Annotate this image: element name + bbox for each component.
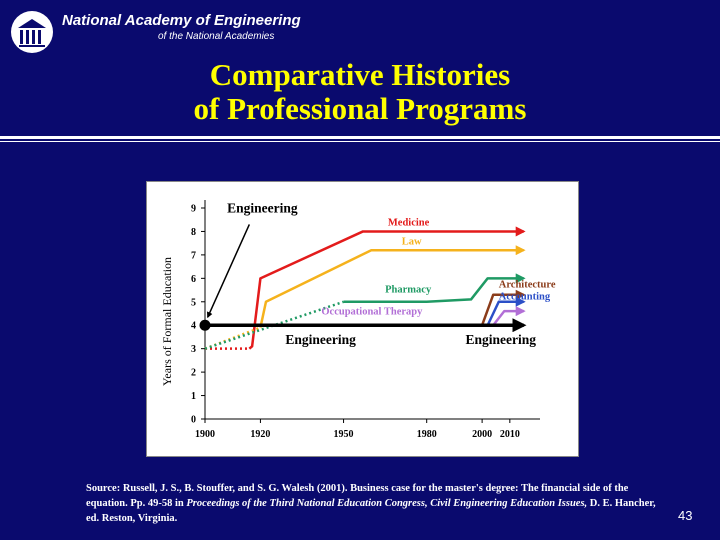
y-tick-label: 1 [191,391,196,402]
annotation-label: Medicine [388,218,430,229]
engineering-pointer-arrow [206,224,251,319]
title-divider [0,136,720,139]
series-line-pharmacy [343,273,526,304]
y-tick-label: 2 [191,368,196,379]
education-history-chart: 0 1 2 3 4 5 6 7 8 9 1900 1920 1950 1980 2000 2010 Years … [146,181,579,457]
y-tick-label: 6 [191,274,196,285]
annotation-label: Engineering [465,332,536,347]
chart-svg: 0 1 2 3 4 5 6 7 8 9 1900 1920 1950 1980 2000 2010 Years … [160,200,556,440]
x-tick-label: 1920 [250,429,270,440]
slide-title-line-1: Comparative Histories [209,57,511,92]
y-tick-label: 4 [191,321,196,332]
source-citation: Source: Russell, J. S., B. Stouffer, and… [86,481,666,526]
y-tick-label: 7 [191,250,196,261]
annotation-label: Architecture [499,280,556,291]
series-line-medicine [248,226,526,350]
y-tick-label: 8 [191,227,196,238]
slide-title-line-2: of Professional Programs [193,91,527,126]
y-tick-label: 3 [191,344,196,355]
annotation-label: Pharmacy [385,284,432,295]
annotation-label: Occupational Therapy [321,307,423,318]
x-tick-label: 2000 [472,429,492,440]
nae-logo [10,10,54,54]
org-subtitle: of the National Academies [158,31,275,42]
y-axis-label: Years of Formal Education [160,257,174,386]
x-tick-label: 1980 [417,429,437,440]
page-number: 43 [678,508,693,523]
y-tick-label: 5 [191,297,196,308]
series-line-dotted-pharmacy [204,300,344,350]
series-line-law [259,245,526,328]
source-italic: Proceedings of the Third National Educat… [186,498,588,509]
y-tick-label: 9 [191,204,196,215]
engineering-start-point [199,319,211,331]
title-divider-thin [0,141,720,142]
x-tick-label: 2010 [500,429,520,440]
annotation-label: Accounting [499,291,551,302]
annotation-label: Law [402,236,422,247]
annotation-label: Engineering [227,201,298,216]
source-suffix: D. E. Hancher, ed. Reston, Virginia. [86,498,656,524]
y-tick-label: 0 [191,415,196,426]
x-tick-label: 1950 [334,429,354,440]
org-name: National Academy of Engineering [62,12,301,29]
source-prefix: Source: Russell, J. S., B. Stouffer, and… [86,483,629,509]
x-tick-label: 1900 [195,429,215,440]
annotation-label: Engineering [285,332,356,347]
